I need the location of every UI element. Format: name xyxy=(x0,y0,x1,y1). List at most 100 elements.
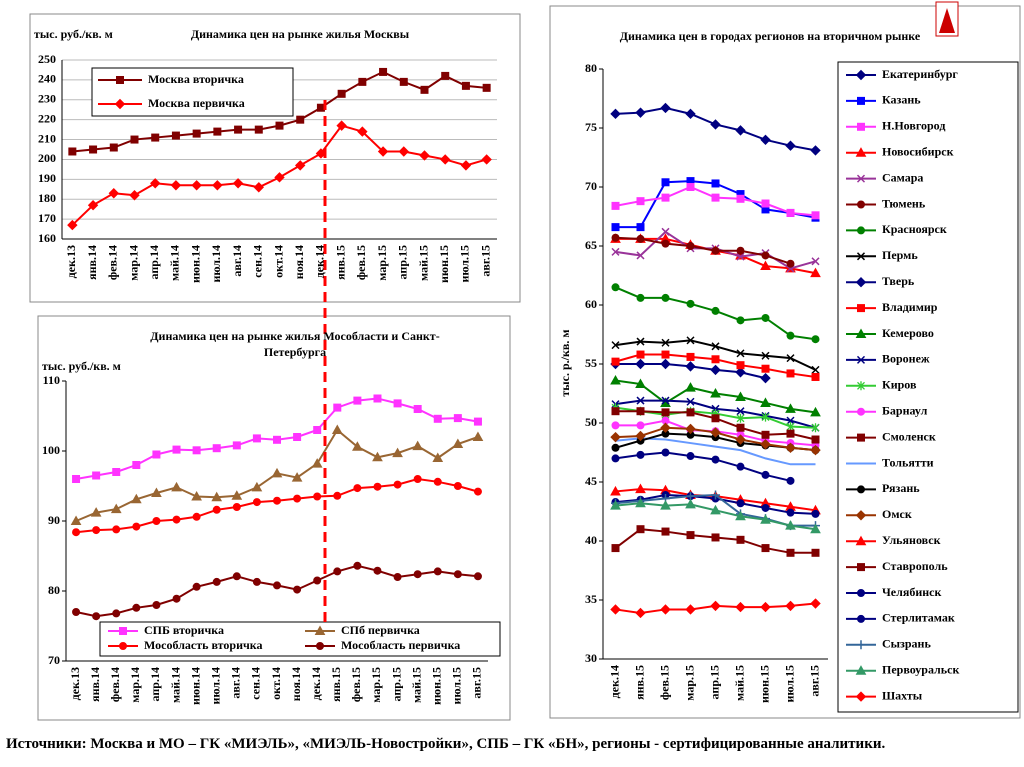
legend-box xyxy=(91,67,294,117)
marker xyxy=(786,259,795,268)
x-tick-label: фев.14 xyxy=(106,245,120,280)
marker xyxy=(273,581,281,590)
legend-label: Ставрополь xyxy=(882,559,948,573)
legend-label: Смоленск xyxy=(882,429,936,443)
marker xyxy=(72,608,81,616)
marker xyxy=(636,251,645,260)
legend-label: Шахты xyxy=(882,688,923,702)
marker xyxy=(611,247,620,256)
marker xyxy=(373,482,382,491)
marker xyxy=(786,416,795,425)
x-tick-label: июл.15 xyxy=(782,665,796,703)
marker xyxy=(611,407,620,416)
x-tick-label: мар.14 xyxy=(128,667,142,703)
marker xyxy=(636,337,645,346)
marker xyxy=(433,567,442,576)
marker xyxy=(761,351,770,360)
marker xyxy=(686,397,695,406)
marker xyxy=(132,461,141,469)
marker xyxy=(661,293,670,302)
y-tick-label: 230 xyxy=(38,92,56,106)
legend-label: Сызрань xyxy=(882,637,931,651)
marker xyxy=(611,357,620,366)
marker xyxy=(151,133,160,142)
marker xyxy=(857,96,865,105)
marker xyxy=(810,444,821,456)
marker xyxy=(432,452,444,462)
marker xyxy=(661,178,670,187)
marker xyxy=(212,180,223,191)
marker xyxy=(686,299,695,308)
marker xyxy=(313,426,322,434)
legend-label: Тольятти xyxy=(882,455,934,469)
marker xyxy=(735,391,746,402)
marker xyxy=(736,246,745,255)
marker xyxy=(296,115,305,124)
marker xyxy=(611,421,620,430)
marker xyxy=(611,201,620,210)
marker xyxy=(119,642,127,650)
marker xyxy=(472,431,484,441)
y-tick-label: 55 xyxy=(585,356,597,370)
legend-label: Самара xyxy=(882,170,923,184)
marker xyxy=(234,125,243,134)
marker xyxy=(761,503,770,512)
marker xyxy=(810,145,821,156)
marker xyxy=(453,482,462,490)
marker xyxy=(855,276,867,288)
marker xyxy=(760,439,771,450)
marker xyxy=(636,197,645,206)
marker xyxy=(811,435,820,444)
marker xyxy=(760,397,771,407)
marker xyxy=(661,338,670,347)
y-tick-label: 210 xyxy=(38,131,56,145)
marker xyxy=(760,260,771,271)
marker xyxy=(114,98,126,110)
marker xyxy=(610,108,621,120)
marker xyxy=(172,594,181,603)
marker xyxy=(291,472,303,482)
marker xyxy=(635,107,646,118)
marker xyxy=(453,414,462,423)
marker xyxy=(710,119,721,130)
marker xyxy=(857,200,865,209)
x-tick-label: май.14 xyxy=(168,667,182,703)
marker xyxy=(252,434,261,443)
marker xyxy=(636,350,645,359)
legend-label: Стерлитамак xyxy=(882,611,955,625)
legend-label: Красноярск xyxy=(882,222,947,236)
marker xyxy=(661,408,670,417)
legend-box xyxy=(99,621,501,657)
marker xyxy=(92,471,101,480)
marker xyxy=(711,342,720,351)
marker xyxy=(761,251,770,260)
marker xyxy=(293,585,302,594)
marker xyxy=(132,603,141,612)
marker xyxy=(171,481,182,492)
marker xyxy=(636,407,645,416)
marker xyxy=(293,494,302,503)
panel xyxy=(37,315,511,721)
marker xyxy=(232,572,241,581)
marker xyxy=(760,514,771,524)
marker xyxy=(636,396,645,405)
marker xyxy=(412,440,424,451)
marker xyxy=(252,498,261,507)
marker xyxy=(192,582,201,591)
marker xyxy=(786,208,795,217)
marker xyxy=(811,211,820,220)
marker xyxy=(685,108,696,120)
marker xyxy=(735,367,746,378)
x-tick-label: дек.14 xyxy=(309,667,323,700)
marker xyxy=(92,612,101,621)
marker xyxy=(857,407,865,416)
marker xyxy=(855,147,867,157)
legend-label: Мособласть вторичка xyxy=(144,638,263,652)
marker xyxy=(660,422,671,433)
marker xyxy=(811,548,820,557)
marker xyxy=(761,199,770,208)
x-tick-label: апр.15 xyxy=(389,667,403,701)
marker xyxy=(635,497,646,508)
legend-label: Ульяновск xyxy=(882,533,941,547)
